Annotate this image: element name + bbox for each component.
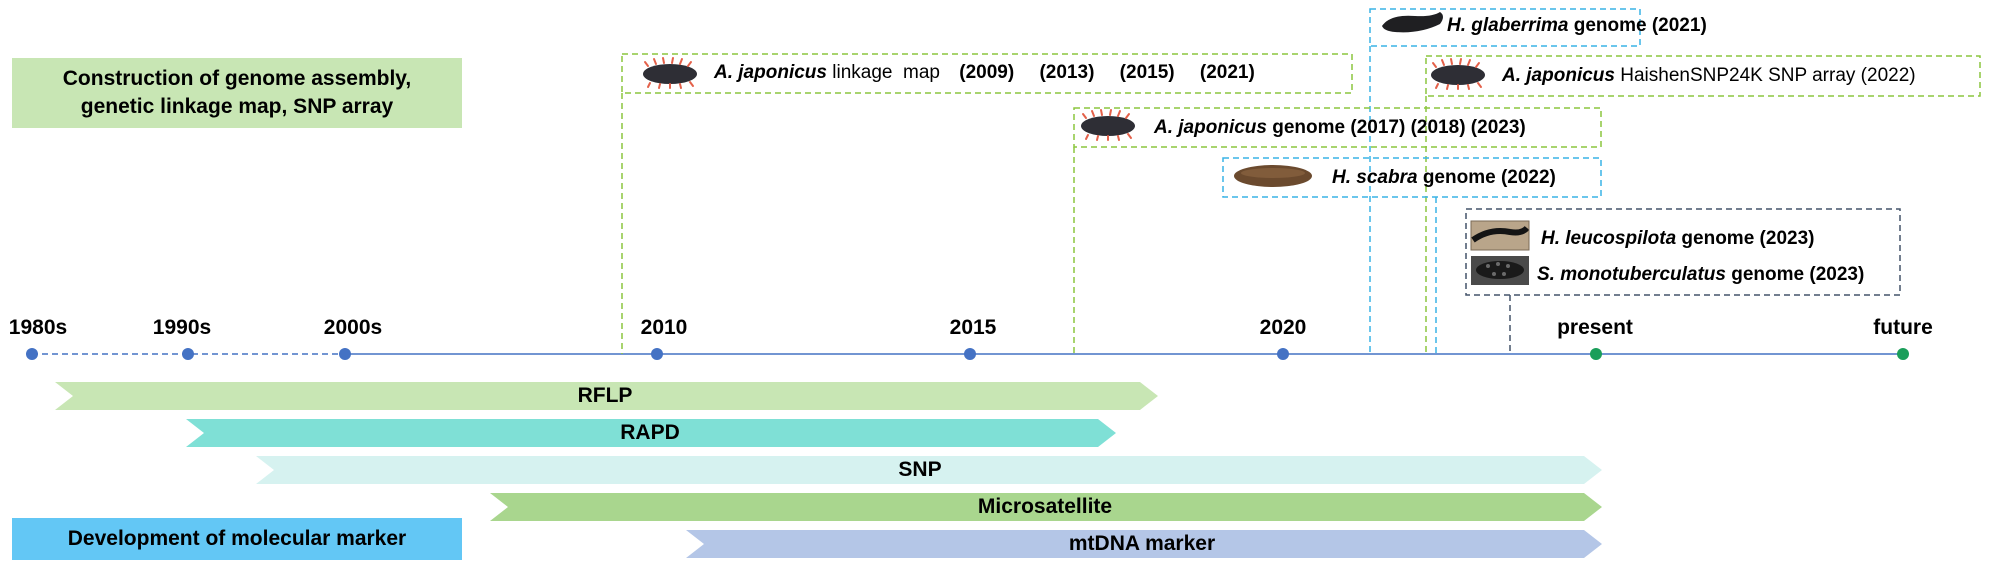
species-name: A. japonicus — [1502, 65, 1615, 86]
dot-future — [1897, 348, 1909, 360]
sea-cucumber-icon-scabra — [1234, 165, 1312, 187]
species-name: S. monotuberculatus — [1537, 264, 1726, 285]
event-label-japonicus-snp: A. japonicus HaishenSNP24K SNP array (20… — [1502, 65, 1916, 87]
dot-2020 — [1277, 348, 1289, 360]
event-frame-japonicus-snp — [1425, 55, 1981, 97]
arrow-snp — [256, 456, 1602, 484]
event-frame-glaberrima — [1369, 8, 1641, 47]
species-name: H. glaberrima — [1447, 15, 1569, 36]
sea-cucumber-photo-leucospilota — [1470, 220, 1530, 251]
marker-label-mtdna: mtDNA marker — [1068, 532, 1216, 555]
species-name: H. leucospilota — [1541, 228, 1677, 249]
year-2018: (2018) — [1410, 117, 1466, 138]
marker-category-label: Development of molecular marker — [67, 527, 407, 550]
dot-1980s — [26, 348, 38, 360]
dot-2010 — [651, 348, 663, 360]
marker-category-header: Development of molecular marker — [12, 518, 462, 560]
genome-category-line1: Construction of genome assembly, — [62, 67, 412, 90]
tick-2020: 2020 — [1259, 316, 1307, 339]
arrow-rflp — [55, 382, 1158, 410]
species-name: A. japonicus — [1154, 117, 1267, 138]
event-desc: genome (2023) — [1731, 264, 1865, 285]
dot-1990s — [182, 348, 194, 360]
sea-cucumber-icon-japonicus-3 — [1431, 58, 1485, 90]
event-frame-scabra — [1222, 157, 1602, 198]
marker-label-rapd: RAPD — [620, 421, 680, 444]
species-name: H. scabra — [1332, 167, 1418, 188]
dot-2000s — [339, 348, 351, 360]
tick-future: future — [1873, 316, 1933, 339]
tick-1990s: 1990s — [152, 316, 212, 339]
tick-1980s: 1980s — [8, 316, 68, 339]
genome-category-line2: genetic linkage map, SNP array — [80, 95, 394, 118]
year-2017: (2017) — [1350, 117, 1406, 138]
year-2023: (2023) — [1470, 117, 1526, 138]
genome-category-header: Construction of genome assembly, genetic… — [12, 58, 462, 128]
event-label-leucospilota: H. leucospilota genome (2023) — [1541, 228, 1814, 250]
year-2021: (2021) — [1199, 62, 1255, 83]
dot-present — [1590, 348, 1602, 360]
tick-2010: 2010 — [640, 316, 688, 339]
event-label-glaberrima: H. glaberrima genome (2021) — [1447, 15, 1707, 37]
event-desc: genome (2023) — [1681, 228, 1815, 249]
year-2009: (2009) — [959, 62, 1015, 83]
event-label-monotuberculatus: S. monotuberculatus genome (2023) — [1537, 264, 1864, 286]
marker-label-snp: SNP — [898, 458, 942, 481]
sea-cucumber-icon-japonicus — [643, 57, 697, 89]
year-2013: (2013) — [1039, 62, 1095, 83]
sea-cucumber-icon-glaberrima — [1382, 12, 1443, 33]
tick-2000s: 2000s — [323, 316, 383, 339]
event-desc: linkage map — [832, 62, 940, 83]
dot-2015 — [964, 348, 976, 360]
timeline-dots — [26, 348, 1289, 360]
event-desc: HaishenSNP24K SNP array (2022) — [1620, 65, 1916, 86]
event-frame-japonicus-linkage — [621, 53, 1353, 94]
arrow-mtdna — [686, 530, 1602, 558]
event-desc: genome (2021) — [1573, 15, 1707, 36]
sea-cucumber-icon-japonicus-2 — [1081, 109, 1135, 141]
species-name: A. japonicus — [714, 62, 827, 83]
event-label-japonicus-linkage: A. japonicus linkage map (2009) (2013) (… — [714, 62, 1255, 84]
tick-present: present — [1557, 316, 1633, 339]
marker-label-rflp: RFLP — [577, 384, 633, 407]
event-label-japonicus-genome: A. japonicus genome (2017) (2018) (2023) — [1154, 117, 1526, 139]
event-label-scabra: H. scabra genome (2022) — [1332, 167, 1556, 189]
sea-cucumber-photo-monotuberculatus — [1471, 256, 1529, 285]
event-desc: genome — [1272, 117, 1346, 138]
arrow-rapd — [186, 419, 1116, 447]
year-2015: (2015) — [1119, 62, 1175, 83]
marker-label-microsatellite: Microsatellite — [977, 495, 1113, 518]
tick-2015: 2015 — [949, 316, 997, 339]
event-desc: genome (2022) — [1422, 167, 1556, 188]
arrow-microsatellite — [490, 493, 1602, 521]
event-frame-japonicus-genome — [1073, 107, 1602, 148]
